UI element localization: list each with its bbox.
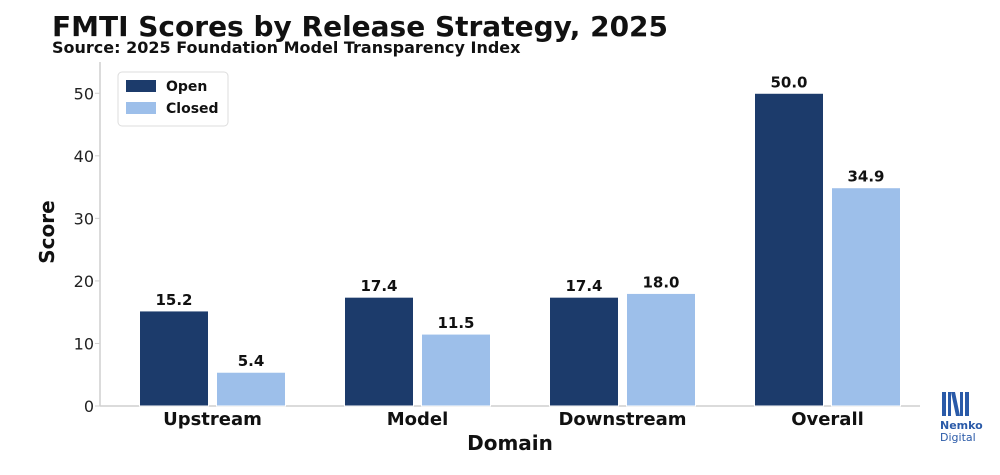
x-tick-label: Model (387, 409, 449, 430)
x-tick-label: Downstream (558, 409, 686, 430)
y-tick-label: 10 (74, 334, 94, 353)
data-label: 11.5 (437, 314, 474, 332)
legend-swatch-open (126, 80, 156, 92)
bar-closed-upstream (216, 371, 286, 407)
bar-open-upstream (139, 310, 209, 407)
x-tick-label: Upstream (163, 409, 262, 430)
y-axis-label: Score (35, 200, 59, 263)
bar-open-model (344, 296, 414, 407)
logo-name: Nemko (940, 419, 983, 432)
data-label: 18.0 (642, 273, 679, 291)
y-tick-label: 30 (74, 209, 94, 228)
legend-swatch-closed (126, 102, 156, 114)
y-tick-label: 0 (84, 397, 94, 416)
x-axis-label: Domain (467, 431, 553, 455)
data-label: 17.4 (360, 277, 397, 295)
chart-title: FMTI Scores by Release Strategy, 2025 (52, 10, 669, 43)
nemko-n-icon (942, 392, 969, 416)
legend-label: Closed (166, 101, 219, 117)
y-tick-label: 50 (74, 84, 94, 103)
data-label: 15.2 (155, 291, 192, 309)
data-label: 50.0 (770, 73, 807, 91)
bar-open-downstream (549, 296, 619, 407)
data-label: 5.4 (238, 352, 265, 370)
bar-closed-downstream (626, 292, 696, 407)
bar-closed-overall (831, 187, 901, 407)
y-tick-label: 40 (74, 147, 94, 166)
bar-closed-model (421, 333, 491, 407)
logo-tagline: Digital (940, 431, 976, 444)
y-tick-label: 20 (74, 272, 94, 291)
chart-subtitle: Source: 2025 Foundation Model Transparen… (52, 38, 521, 57)
bar-open-overall (754, 92, 824, 407)
x-tick-label: Overall (791, 409, 864, 430)
legend-label: Open (166, 79, 207, 95)
data-label: 34.9 (847, 168, 884, 186)
data-label: 17.4 (565, 277, 602, 295)
